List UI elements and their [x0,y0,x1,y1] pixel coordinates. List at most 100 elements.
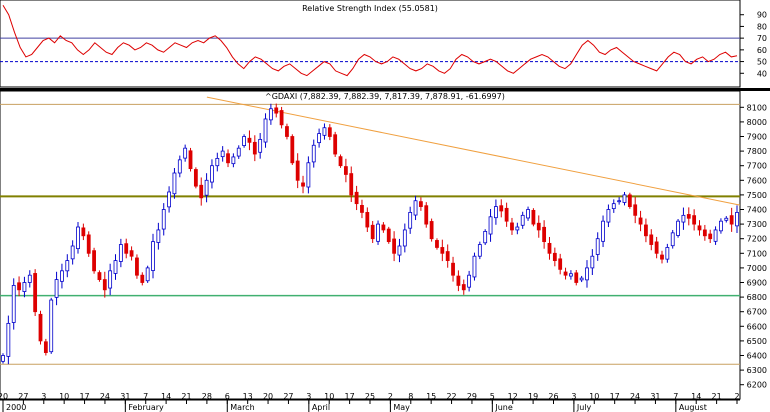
price-panel: ^GDAXI (7,882.39, 7,882.39, 7,817.39, 7,… [0,90,767,400]
x-tick-label: 25 [365,392,375,401]
x-month-label: July [576,403,592,412]
x-tick-label: 12 [508,392,518,401]
candle-body [317,133,322,144]
candle-body [354,191,359,205]
candle-body [654,241,659,254]
rsi-title: Relative Strength Index (55.0581) [302,4,438,13]
candle-body [585,267,589,281]
rsi-panel: Relative Strength Index (55.0581) 40 50 60… [0,0,767,88]
candle-body [231,156,236,165]
candle-body [611,203,616,210]
price-title: ^GDAXI (7,882.39, 7,882.39, 7,817.39, 7,… [265,92,505,101]
candle-body [676,220,680,236]
candle-body [531,209,536,225]
candle-body [97,272,102,280]
x-tick-label: 3 [571,392,576,401]
candle-body [402,229,407,247]
x-month-label: August [679,403,707,412]
candle-body [333,134,338,155]
x-tick-label: 10 [589,392,599,401]
candle-body [547,242,552,254]
price-y-tick-label: 6200 [747,381,767,390]
candle-body [49,299,54,353]
price-y-tick-label: 6900 [747,279,767,288]
candle-body [263,118,268,143]
candle-body [713,229,718,242]
x-month-label: June [494,403,513,412]
candle-body [60,270,64,282]
candle-body [22,282,27,292]
candle-body [258,139,263,153]
rsi-y-tick-label: 40 [757,69,767,78]
x-tick-label: 27 [18,392,28,401]
candle-body [113,260,118,274]
candle-body [424,205,429,225]
x-tick-label: 14 [691,392,701,401]
candle-body [17,282,21,291]
candle-body [542,226,547,243]
candle-body [467,274,472,288]
price-y-tick-label: 8100 [747,103,767,112]
candle-body [290,136,295,164]
candle-body [515,226,520,231]
candle-body [702,229,707,237]
candle-body [686,214,691,219]
candle-body [644,224,648,237]
candle-body [70,245,75,260]
candlesticks [1,103,739,365]
rsi-y-tick-label: 70 [757,34,767,43]
candle-body [574,272,579,283]
candle-body [697,225,702,231]
candle-body [456,275,461,286]
x-tick-labels: 20 27 3 10 17 24 31 7 14 21 28 6 13 20 27 3 10 17 25 2 8 15 22… [0,392,740,404]
candle-body [622,194,627,203]
candle-body [226,153,230,164]
x-tick-label: 24 [630,392,640,401]
candle-body [338,156,343,167]
candle-body [520,214,525,226]
candle-body [301,182,305,187]
candle-body [681,214,686,223]
candle-body [33,273,38,313]
candle-body [81,227,86,237]
rsi-plot-area [0,0,741,88]
x-tick-label: 7 [143,392,148,401]
candle-body [397,245,402,256]
candle-body [204,179,209,196]
x-tick-label: 21 [712,392,722,401]
candle-body [285,126,289,137]
candle-body [601,220,605,242]
candle-body [606,209,611,223]
x-month-label: March [230,403,254,412]
candle-body [692,215,697,225]
candle-body [247,137,252,143]
x-tick-label: 3 [306,392,311,401]
downtrend-line [206,96,741,206]
candle-body [504,207,509,222]
candle-body [665,247,670,260]
candle-body [472,255,477,278]
x-tick-label: 24 [100,392,110,401]
candle-body [365,212,370,228]
candle-body [322,127,327,136]
x-tick-label: 20 [263,392,273,401]
candle-body [343,166,348,175]
x-tick-label: 5 [490,392,495,401]
price-y-tick-label: 7700 [747,162,767,171]
x-tick-label: 14 [161,392,171,401]
candle-body [569,273,573,277]
candle-body [451,262,455,276]
candle-body [129,250,134,257]
price-y-tick-label: 7200 [747,235,767,244]
candle-body [595,238,600,255]
candle-body [220,150,225,158]
candle-body [118,244,123,262]
price-y-tick-label: 7400 [747,206,767,215]
candle-body [38,313,43,342]
support-resistance-lines [0,103,740,365]
candle-body [188,150,193,170]
candle-body [413,200,418,216]
price-y-tick-label: 6600 [747,322,767,331]
price-y-tick-label: 7000 [747,264,767,273]
panel-separator [0,88,770,91]
